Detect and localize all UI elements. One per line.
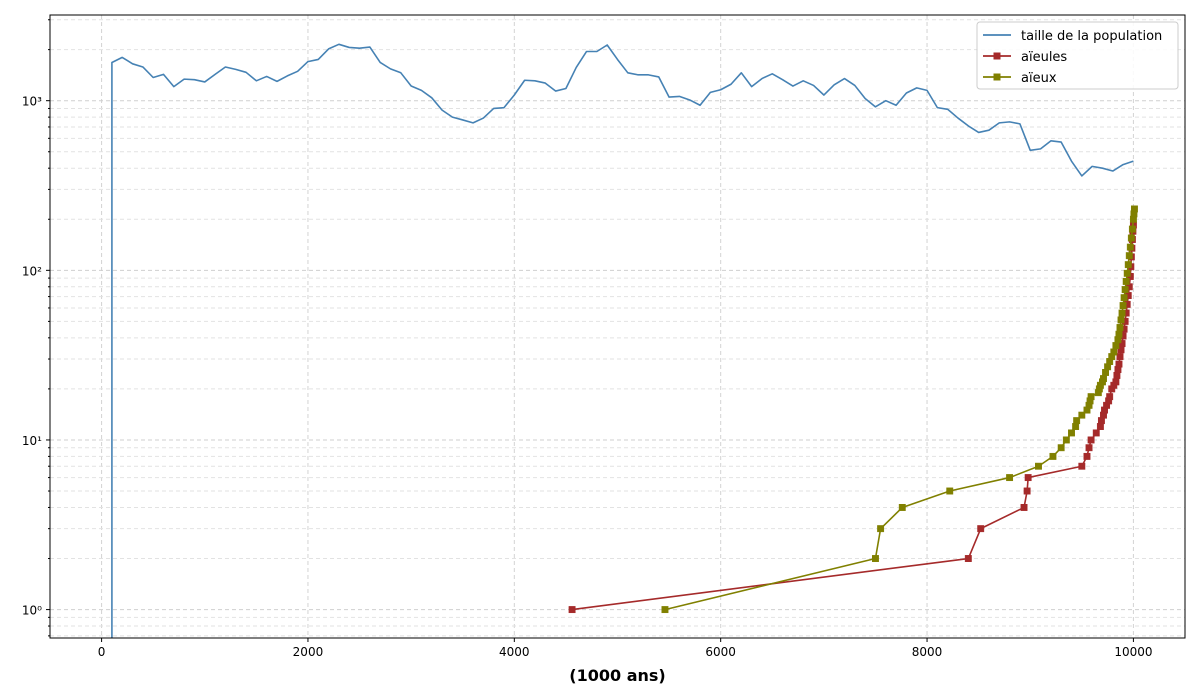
data-point — [1115, 330, 1123, 338]
data-point — [1049, 452, 1057, 460]
data-point — [1035, 462, 1042, 470]
data-point — [1112, 378, 1120, 386]
data-point — [568, 606, 576, 614]
data-point — [1116, 324, 1124, 331]
legend-box — [976, 21, 1179, 90]
data-point — [872, 555, 879, 562]
y-tick-label: 10³ — [22, 95, 42, 109]
data-point — [1024, 474, 1032, 482]
legend-label: taille de la population — [1021, 29, 1162, 44]
data-point — [1096, 423, 1104, 430]
x-tick-label: 0 — [98, 645, 106, 659]
data-point — [1057, 444, 1065, 452]
data-point — [1122, 277, 1130, 285]
data-point — [1092, 429, 1100, 437]
data-point — [977, 525, 985, 533]
series-layer — [111, 43, 1138, 638]
legend-label: aïeules — [1021, 50, 1067, 65]
data-point — [1006, 474, 1014, 482]
data-point — [1130, 205, 1138, 213]
data-point — [1106, 393, 1114, 401]
legend-entry: aïeux — [983, 71, 1057, 86]
data-point — [1087, 393, 1095, 401]
series-line — [111, 43, 1134, 638]
data-point — [1023, 487, 1031, 495]
legend-marker — [993, 52, 1001, 60]
data-point — [1116, 353, 1124, 361]
data-point — [1120, 294, 1128, 302]
data-point — [1113, 372, 1121, 379]
x-tick-label: 6000 — [705, 645, 736, 659]
data-point — [898, 504, 906, 511]
data-point — [1110, 348, 1118, 356]
data-point — [1078, 411, 1086, 419]
data-point — [1118, 309, 1126, 317]
data-point — [661, 606, 669, 614]
data-point — [964, 555, 972, 562]
plot-frame — [49, 14, 1186, 639]
legend-entry: aïeules — [983, 50, 1067, 65]
legend-entry: taille de la population — [983, 29, 1162, 44]
data-point — [1126, 243, 1134, 251]
axis-ticks: 0 2000 4000 6000 8000 10000 10⁰ 10¹ 10² 10³ — [22, 19, 1153, 659]
x-tick-label: 10000 — [1114, 645, 1152, 659]
data-point — [1087, 436, 1095, 444]
y-tick-label: 10² — [22, 264, 42, 278]
y-tick-label: 10⁰ — [22, 604, 42, 618]
x-axis-label: (1000 ans) — [569, 666, 665, 685]
data-point — [1121, 286, 1129, 294]
data-point — [877, 525, 885, 533]
data-point — [1112, 342, 1120, 350]
data-point — [1083, 452, 1091, 460]
data-point — [1124, 261, 1132, 269]
series-0 — [111, 43, 1134, 638]
data-point — [1073, 417, 1081, 425]
data-point — [1020, 504, 1028, 511]
series-2 — [661, 205, 1138, 614]
data-point — [1119, 302, 1127, 309]
data-point — [1128, 225, 1136, 233]
data-point — [1127, 234, 1135, 242]
x-tick-label: 2000 — [293, 645, 324, 659]
data-point — [1078, 462, 1086, 470]
data-point — [1068, 429, 1075, 437]
legend: taille de la population aïeules aïeux — [976, 21, 1179, 90]
y-tick-label: 10¹ — [22, 434, 42, 448]
data-point — [1062, 436, 1070, 444]
legend-label: aïeux — [1021, 71, 1057, 86]
data-point — [1123, 269, 1131, 277]
data-point — [1117, 316, 1125, 324]
data-point — [1100, 375, 1107, 383]
x-tick-label: 4000 — [499, 645, 530, 659]
legend-marker — [993, 73, 1001, 81]
grid — [50, 15, 1185, 638]
data-point — [1115, 360, 1123, 368]
data-point — [1125, 252, 1133, 260]
data-point — [946, 487, 954, 495]
x-tick-label: 8000 — [912, 645, 943, 659]
data-point — [1085, 444, 1093, 452]
data-point — [1072, 423, 1080, 430]
